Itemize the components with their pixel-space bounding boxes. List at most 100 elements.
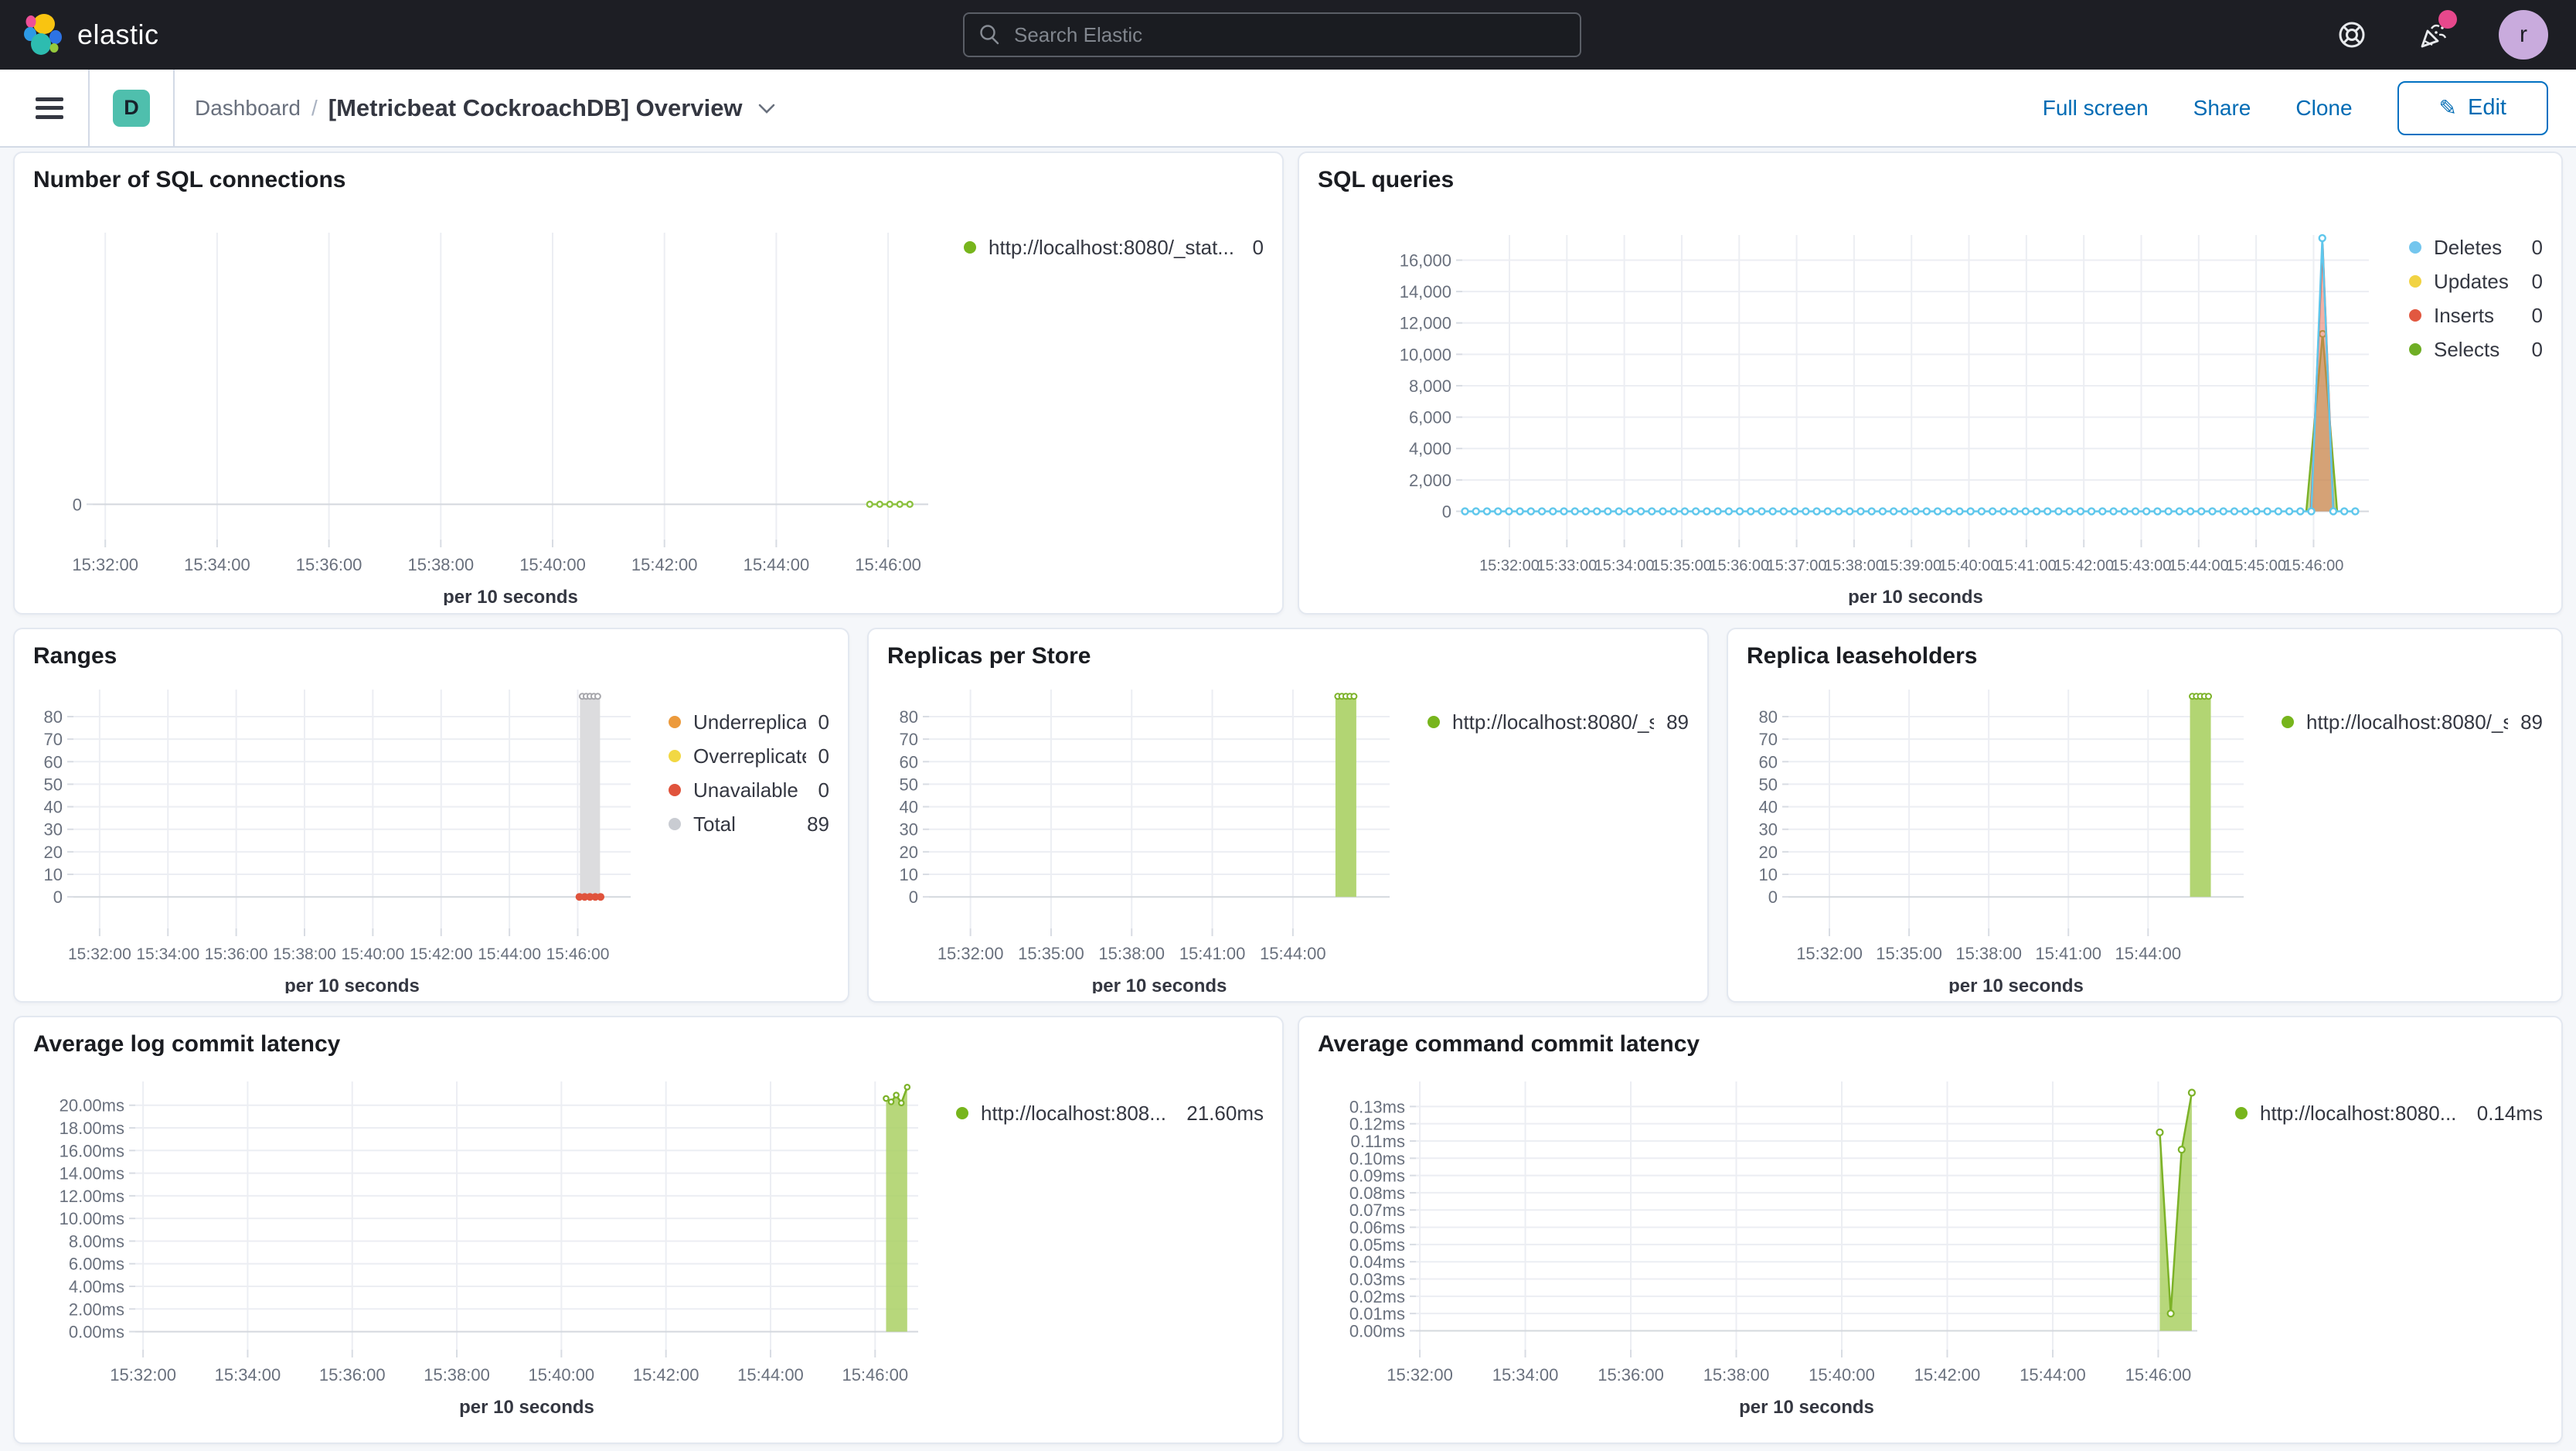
svg-text:15:38:00: 15:38:00 xyxy=(1824,557,1884,574)
search-input[interactable] xyxy=(1014,22,1566,47)
legend-label: Unavailable xyxy=(693,778,798,802)
share-button[interactable]: Share xyxy=(2193,95,2251,120)
legend-swatch xyxy=(956,1107,968,1119)
help-button[interactable] xyxy=(2335,18,2369,52)
svg-text:30: 30 xyxy=(44,820,63,840)
space-badge[interactable]: D xyxy=(113,89,150,127)
svg-text:15:46:00: 15:46:00 xyxy=(855,555,921,574)
svg-text:10: 10 xyxy=(44,865,63,884)
chart-replicas-per-store[interactable]: 15:32:00 15:35:00 15:38:00 15:41:00 15:44:00… xyxy=(881,674,1401,993)
svg-text:15:32:00: 15:32:00 xyxy=(938,944,1004,963)
edit-button[interactable]: ✎ Edit xyxy=(2397,80,2548,135)
legend-label: http://localhost:8080/_sta... xyxy=(1452,710,1655,734)
legend-swatch xyxy=(2409,241,2421,254)
svg-text:0.03ms: 0.03ms xyxy=(1349,1270,1405,1289)
svg-text:0.06ms: 0.06ms xyxy=(1349,1218,1405,1238)
legend-item[interactable]: Underreplicated 0 xyxy=(642,705,829,739)
legend-item[interactable]: http://localhost:8080/_sta... 89 xyxy=(1401,705,1689,739)
legend-item[interactable]: http://localhost:8080/_stat... 0 xyxy=(938,230,1264,264)
chart-sql-connections[interactable]: 15:32:00 15:34:00 15:36:00 15:38:00 15:40:00… xyxy=(27,198,938,605)
svg-text:15:46:00: 15:46:00 xyxy=(842,1365,908,1385)
svg-text:15:44:00: 15:44:00 xyxy=(737,1365,804,1385)
legend-swatch xyxy=(669,716,681,728)
svg-text:15:46:00: 15:46:00 xyxy=(2284,557,2344,574)
legend-value: 21.60ms xyxy=(1186,1101,1264,1125)
panel-title: Average command commit latency xyxy=(1318,1031,1700,1057)
page-title[interactable]: [Metricbeat CockroachDB] Overview xyxy=(328,94,743,121)
user-avatar[interactable]: r xyxy=(2499,10,2548,60)
svg-text:15:34:00: 15:34:00 xyxy=(1492,1365,1559,1385)
svg-text:15:42:00: 15:42:00 xyxy=(631,555,698,574)
svg-text:15:34:00: 15:34:00 xyxy=(184,555,250,574)
chart-avg-log-commit-latency[interactable]: 15:32:00 15:34:00 15:36:00 15:38:00 15:40:00… xyxy=(27,1062,930,1435)
legend-label: Underreplicated xyxy=(693,710,806,734)
title-chevron-down-icon[interactable] xyxy=(757,101,777,115)
legend-value: 89 xyxy=(807,812,829,836)
breadcrumb-dashboard[interactable]: Dashboard xyxy=(195,95,301,120)
svg-text:0.02ms: 0.02ms xyxy=(1349,1287,1405,1306)
elastic-logo-icon xyxy=(24,14,62,55)
svg-text:40: 40 xyxy=(1759,798,1778,817)
global-search[interactable] xyxy=(963,12,1581,57)
svg-text:15:42:00: 15:42:00 xyxy=(633,1365,699,1385)
legend-value: 0 xyxy=(2531,303,2543,327)
svg-text:4.00ms: 4.00ms xyxy=(69,1277,124,1296)
legend-swatch xyxy=(1428,716,1440,728)
svg-text:15:46:00: 15:46:00 xyxy=(2125,1365,2192,1385)
svg-text:15:40:00: 15:40:00 xyxy=(529,1365,595,1385)
svg-text:20.00ms: 20.00ms xyxy=(60,1096,124,1115)
svg-text:50: 50 xyxy=(44,775,63,794)
svg-text:4,000: 4,000 xyxy=(1409,439,1451,458)
top-header: elastic xyxy=(0,0,2576,70)
svg-text:15:34:00: 15:34:00 xyxy=(136,945,199,963)
elastic-logo-group[interactable]: elastic xyxy=(23,12,159,57)
svg-text:6,000: 6,000 xyxy=(1409,408,1451,427)
svg-text:15:32:00: 15:32:00 xyxy=(1796,944,1863,963)
help-icon xyxy=(2339,22,2365,48)
legend-label: Selects xyxy=(2434,337,2500,361)
panel-title: Replicas per Store xyxy=(887,643,1091,669)
svg-text:60: 60 xyxy=(900,752,918,771)
svg-text:15:38:00: 15:38:00 xyxy=(424,1365,490,1385)
clone-button[interactable]: Clone xyxy=(2295,95,2353,120)
svg-text:14.00ms: 14.00ms xyxy=(60,1164,124,1184)
legend-value: 89 xyxy=(1666,710,1689,734)
svg-text:15:34:00: 15:34:00 xyxy=(215,1365,281,1385)
svg-text:12.00ms: 12.00ms xyxy=(60,1187,124,1206)
full-screen-button[interactable]: Full screen xyxy=(2042,95,2149,120)
legend-item[interactable]: Selects 0 xyxy=(2383,332,2543,366)
svg-text:15:36:00: 15:36:00 xyxy=(1709,557,1769,574)
svg-text:0.00ms: 0.00ms xyxy=(69,1323,124,1342)
svg-text:10.00ms: 10.00ms xyxy=(60,1209,124,1228)
legend-item[interactable]: Unavailable 0 xyxy=(642,773,829,807)
chart-sql-queries[interactable]: 15:32:00 15:33:00 15:34:00 15:35:00 15:36:00… xyxy=(1312,198,2383,605)
svg-text:15:41:00: 15:41:00 xyxy=(1996,557,2057,574)
svg-text:per 10 seconds: per 10 seconds xyxy=(443,587,578,605)
legend-item[interactable]: Inserts 0 xyxy=(2383,298,2543,332)
legend-value: 0 xyxy=(2531,235,2543,259)
chart-avg-command-commit-latency[interactable]: 15:32:00 15:34:00 15:36:00 15:38:00 15:40:00… xyxy=(1312,1062,2209,1435)
legend-swatch xyxy=(669,750,681,762)
svg-text:40: 40 xyxy=(900,798,918,817)
svg-text:50: 50 xyxy=(1759,775,1778,794)
svg-text:10: 10 xyxy=(900,865,918,884)
menu-button[interactable] xyxy=(36,97,63,119)
legend-item[interactable]: Deletes 0 xyxy=(2383,230,2543,264)
svg-text:15:32:00: 15:32:00 xyxy=(1387,1365,1453,1385)
legend-item[interactable]: Total 89 xyxy=(642,807,829,841)
legend-item[interactable]: Updates 0 xyxy=(2383,264,2543,298)
newsfeed-button[interactable] xyxy=(2417,10,2457,52)
legend-item[interactable]: http://localhost:808... 21.60ms xyxy=(930,1096,1264,1130)
chart-ranges[interactable]: 15:32:00 15:34:00 15:36:00 15:38:00 15:40:00… xyxy=(27,674,642,993)
legend-item[interactable]: http://localhost:8080/_sta... 89 xyxy=(2255,705,2543,739)
svg-text:50: 50 xyxy=(900,775,918,794)
chart-legend: http://localhost:8080/_stat... 0 xyxy=(938,198,1270,605)
chart-replica-leaseholders[interactable]: 15:32:00 15:35:00 15:38:00 15:41:00 15:44:00… xyxy=(1741,674,2255,993)
legend-item[interactable]: Overreplicated 0 xyxy=(642,739,829,773)
svg-text:8,000: 8,000 xyxy=(1409,376,1451,396)
breadcrumb-separator: / xyxy=(311,95,318,120)
panel-replica-leaseholders: Replica leaseholders 15:32:00 15:35:00 15:… xyxy=(1727,628,2563,1003)
legend-value: 0 xyxy=(1252,235,1264,259)
svg-text:15:42:00: 15:42:00 xyxy=(2054,557,2114,574)
legend-item[interactable]: http://localhost:8080... 0.14ms xyxy=(2209,1096,2543,1130)
